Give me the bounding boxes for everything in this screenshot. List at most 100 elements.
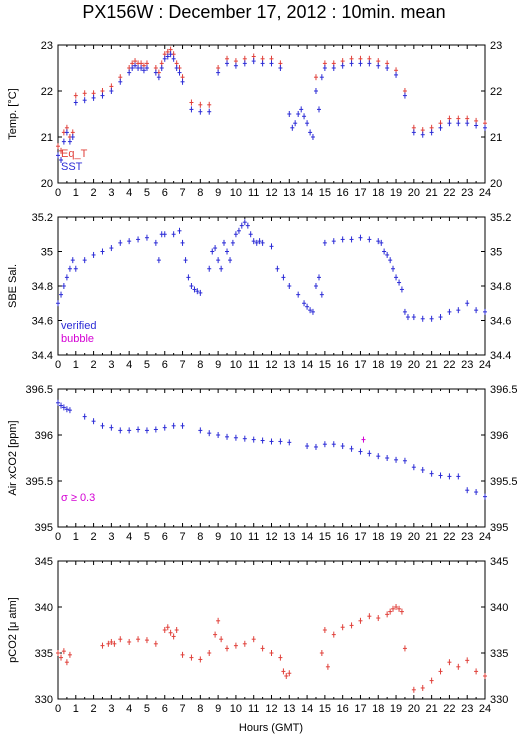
x-tick-label: 10	[230, 703, 242, 715]
legend-entry: bubble	[61, 333, 94, 345]
x-tick-label: 12	[265, 531, 277, 543]
x-tick-label: 8	[197, 531, 203, 543]
x-tick-label: 1	[73, 187, 79, 199]
legend-entry: SST	[61, 161, 83, 173]
x-tick-label: 7	[179, 703, 185, 715]
x-tick-label: 10	[230, 531, 242, 543]
x-tick-label: 6	[162, 703, 168, 715]
x-tick-label: 5	[144, 531, 150, 543]
x-tick-label: 6	[162, 187, 168, 199]
x-tick-label: 9	[215, 531, 221, 543]
x-axis-label: Hours (GMT)	[239, 722, 303, 734]
y-tick-label-right: 34.6	[490, 316, 511, 328]
x-tick-label: 17	[354, 187, 366, 199]
x-tick-label: 23	[461, 359, 473, 371]
y-tick-label: 22	[41, 86, 53, 98]
x-tick-label: 23	[461, 703, 473, 715]
panel-3: 0 1 2 3 4 5 6 7 8 9 10 11 12 13 14 15 16 17 18 19 20 21 22 23 24…	[7, 384, 518, 543]
x-tick-label: 8	[197, 703, 203, 715]
panel-4: 0 1 2 3 4 5 6 7 8 9 10 11 12 13 14 15 16 17 18 19 20 21 22 23 24…	[7, 556, 508, 715]
y-tick-label: 395.5	[25, 476, 53, 488]
legend-entry: Eq_T	[61, 148, 88, 160]
x-tick-label: 2	[91, 531, 97, 543]
chart-title: PX156W : December 17, 2012 : 10min. mean	[82, 2, 445, 22]
x-tick-label: 19	[390, 187, 402, 199]
y-tick-label: 340	[35, 602, 53, 614]
panel-1: 0 1 2 3 4 5 6 7 8 9 10 11 12 13 14 15 16 17 18 19 20 21 22 23 24…	[7, 40, 502, 199]
x-tick-label: 0	[55, 187, 61, 199]
x-tick-label: 18	[372, 359, 384, 371]
y-tick-label: 330	[35, 694, 53, 706]
x-tick-label: 15	[319, 187, 331, 199]
x-tick-label: 13	[283, 187, 295, 199]
x-tick-label: 5	[144, 187, 150, 199]
y-tick-label: 345	[35, 556, 53, 568]
x-tick-label: 2	[91, 187, 97, 199]
x-tick-label: 3	[108, 359, 114, 371]
x-tick-label: 24	[479, 703, 491, 715]
x-tick-label: 15	[319, 531, 331, 543]
x-tick-label: 6	[162, 531, 168, 543]
y-tick-label: 35	[41, 247, 53, 259]
panel-2: 0 1 2 3 4 5 6 7 8 9 10 11 12 13 14 15 16 17 18 19 20 21 22 23 24…	[7, 212, 511, 371]
y-tick-label: 395	[35, 522, 53, 534]
x-tick-label: 20	[408, 531, 420, 543]
x-tick-label: 15	[319, 359, 331, 371]
y-tick-label-right: 23	[490, 40, 502, 52]
x-tick-label: 22	[443, 703, 455, 715]
y-tick-label-right: 340	[490, 602, 508, 614]
x-tick-label: 22	[443, 359, 455, 371]
x-tick-label: 0	[55, 703, 61, 715]
x-tick-label: 22	[443, 187, 455, 199]
x-tick-label: 3	[108, 187, 114, 199]
x-tick-label: 24	[479, 359, 491, 371]
y-tick-label-right: 34.4	[490, 350, 511, 362]
legend-entry: verified	[61, 320, 96, 332]
x-tick-label: 4	[126, 703, 132, 715]
x-tick-label: 11	[248, 187, 259, 199]
y-tick-label-right: 396	[490, 430, 508, 442]
x-tick-label: 13	[283, 359, 295, 371]
y-tick-label-right: 395.5	[490, 476, 518, 488]
y-tick-label-right: 395	[490, 522, 508, 534]
y-axis-label: SBE Sal.	[7, 264, 19, 308]
legend-entry: σ ≥ 0.3	[61, 492, 95, 504]
x-tick-label: 9	[215, 359, 221, 371]
y-tick-label: 34.4	[32, 350, 53, 362]
y-tick-label: 335	[35, 648, 53, 660]
x-tick-label: 5	[144, 359, 150, 371]
y-axis-label: Temp. [°C]	[7, 88, 19, 139]
x-tick-label: 24	[479, 531, 491, 543]
x-tick-label: 19	[390, 703, 402, 715]
x-tick-label: 12	[265, 359, 277, 371]
y-tick-label: 20	[41, 178, 53, 190]
x-tick-label: 1	[73, 703, 79, 715]
y-axis-label: Air xCO2 [ppm]	[7, 420, 19, 495]
x-tick-label: 18	[372, 187, 384, 199]
x-tick-label: 6	[162, 359, 168, 371]
y-tick-label-right: 35.2	[490, 212, 511, 224]
x-tick-label: 1	[73, 359, 79, 371]
x-tick-label: 10	[230, 359, 242, 371]
y-tick-label-right: 396.5	[490, 384, 518, 396]
x-tick-label: 4	[126, 187, 132, 199]
x-tick-label: 16	[337, 187, 349, 199]
x-tick-label: 23	[461, 187, 473, 199]
x-tick-label: 8	[197, 187, 203, 199]
x-tick-label: 21	[426, 359, 438, 371]
y-tick-label: 396	[35, 430, 53, 442]
y-tick-label-right: 335	[490, 648, 508, 660]
x-tick-label: 21	[426, 187, 438, 199]
x-tick-label: 16	[337, 531, 349, 543]
y-tick-label-right: 20	[490, 178, 502, 190]
y-tick-label: 34.6	[32, 316, 53, 328]
x-tick-label: 16	[337, 359, 349, 371]
plot-frame	[57, 388, 486, 528]
x-tick-label: 17	[354, 703, 366, 715]
x-tick-label: 23	[461, 531, 473, 543]
y-tick-label-right: 35	[490, 247, 502, 259]
x-tick-label: 20	[408, 359, 420, 371]
x-tick-label: 14	[301, 187, 313, 199]
x-tick-label: 11	[248, 531, 259, 543]
